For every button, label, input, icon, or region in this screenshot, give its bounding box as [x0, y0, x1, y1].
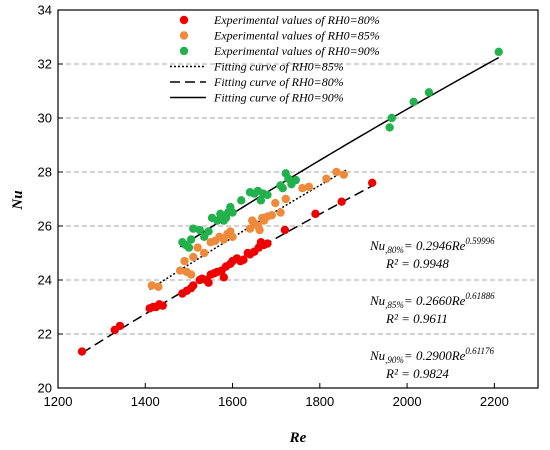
data-point	[409, 97, 418, 107]
y-axis-title: Nu	[10, 190, 26, 210]
legend-marker	[179, 15, 189, 25]
legend-marker	[179, 46, 189, 56]
grid	[58, 63, 538, 335]
data-point	[189, 281, 198, 290]
data-point	[77, 347, 87, 356]
data-point	[213, 216, 222, 225]
x-tick-label: 2200	[480, 394, 509, 409]
x-tick-label: 1800	[305, 394, 334, 409]
legend-label: Experimental values of RH0=85%	[213, 29, 380, 43]
data-point	[255, 225, 264, 235]
legend-label: Experimental values of RH0=90%	[213, 44, 380, 58]
data-point	[263, 239, 272, 248]
equation-text: Nu,90%= 0.2900Re0.61176	[369, 346, 494, 365]
data-point	[204, 278, 213, 287]
data-point	[267, 211, 277, 220]
legend-label: Fitting curve of RH0=80%	[213, 75, 344, 89]
legend-marker	[179, 31, 189, 40]
data-point	[175, 266, 185, 275]
y-tick-label: 22	[38, 327, 52, 342]
data-point	[278, 184, 287, 193]
data-point	[186, 235, 196, 244]
data-point	[237, 196, 246, 205]
data-point	[115, 321, 125, 331]
data-point	[311, 209, 320, 219]
data-point	[228, 232, 237, 241]
y-tick-label: 28	[38, 165, 52, 180]
y-tick-label: 20	[38, 381, 52, 396]
r-squared-text: R² = 0.9611	[385, 311, 448, 326]
legend-label: Fitting curve of RH0=85%	[213, 60, 344, 74]
data-point	[337, 197, 346, 206]
legend-label: Experimental values of RH0=80%	[213, 13, 380, 27]
data-point	[228, 208, 237, 217]
data-point	[281, 194, 290, 204]
data-point	[256, 196, 266, 205]
data-point	[339, 170, 349, 179]
data-point	[158, 301, 167, 310]
x-axis-title: Re	[289, 430, 307, 446]
data-point	[184, 243, 194, 252]
x-tick-label: 1600	[218, 394, 247, 409]
data-point	[322, 174, 331, 183]
data-point	[494, 47, 503, 57]
data-point	[424, 88, 434, 97]
data-point	[276, 208, 285, 217]
r-squared-text: R² = 0.9948	[385, 256, 449, 271]
y-tick-label: 32	[38, 57, 52, 72]
data-point	[189, 224, 198, 233]
y-tick-label: 34	[38, 3, 52, 18]
data-point	[332, 167, 341, 177]
plot-frame	[57, 9, 539, 389]
data-point	[186, 270, 196, 279]
data-point	[304, 182, 314, 192]
data-point	[239, 255, 248, 264]
data-point	[271, 198, 280, 208]
y-tick-label: 24	[38, 273, 52, 288]
axis-ticks: 20 22 24 26 28 30 32 34 1200 1400 1600 1800 2000 2200	[38, 3, 509, 410]
data-point	[385, 123, 394, 132]
x-tick-label: 2000	[393, 394, 422, 409]
equation-text: Nu,85%= 0.2660Re0.61886	[369, 291, 495, 310]
legend-label: Fitting curve of RH0=90%	[213, 91, 344, 105]
data-points	[77, 47, 503, 356]
data-point	[387, 113, 397, 123]
data-point	[199, 248, 209, 258]
data-point	[147, 281, 157, 290]
data-point	[204, 227, 213, 236]
data-point	[219, 273, 229, 282]
y-tick-label: 30	[38, 111, 52, 126]
data-point	[195, 225, 205, 235]
equation-text: Nu,80%= 0.2946Re0.59996	[369, 236, 495, 255]
data-point	[263, 190, 272, 200]
data-point	[280, 225, 290, 235]
data-point	[154, 282, 163, 291]
data-point	[193, 243, 202, 252]
data-point	[291, 175, 301, 185]
data-point	[367, 178, 377, 187]
x-tick-label: 1200	[44, 394, 73, 409]
data-point	[298, 184, 307, 193]
x-tick-label: 1400	[131, 394, 160, 409]
y-tick-label: 26	[38, 219, 52, 234]
data-point	[180, 256, 189, 266]
r-squared-text: R² = 0.9824	[385, 366, 449, 381]
data-point	[189, 252, 198, 262]
legend: Experimental values of RH0=80% Experiment…	[170, 13, 380, 105]
